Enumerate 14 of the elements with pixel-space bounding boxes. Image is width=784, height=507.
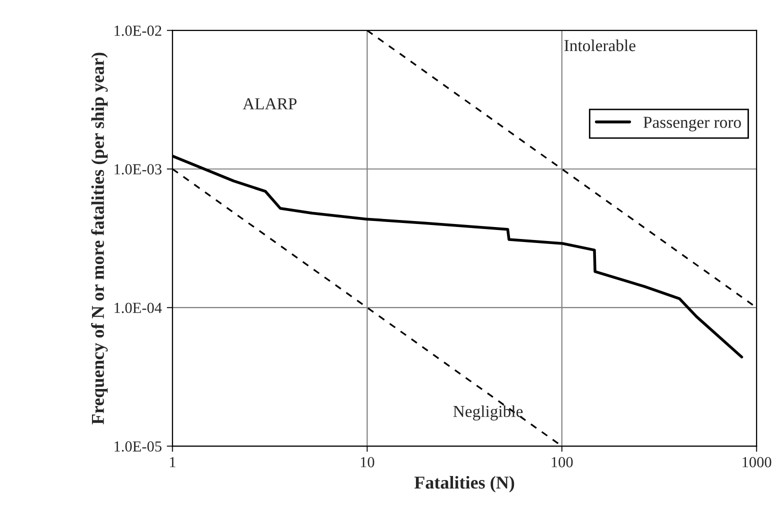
annotation: Negligible bbox=[453, 405, 523, 420]
x-tick-label: 1000 bbox=[742, 457, 772, 468]
y-axis-title: Frequency of N or more fatalities (per ship year) bbox=[91, 52, 108, 424]
annotation: ALARP bbox=[242, 98, 297, 110]
x-tick-label: 1 bbox=[170, 457, 176, 468]
x-axis-title: Fatalities (N) bbox=[414, 476, 514, 492]
legend-label: Passenger roro bbox=[643, 116, 741, 132]
y-tick-label: 1.0E-03 bbox=[114, 164, 162, 175]
y-tick-label: 1.0E-02 bbox=[114, 26, 162, 36]
y-tick-label: 1.0E-05 bbox=[114, 441, 162, 452]
x-tick-label: 10 bbox=[360, 457, 374, 468]
y-tick-label: 1.0E-04 bbox=[114, 302, 162, 314]
x-tick-label: 100 bbox=[552, 457, 573, 468]
annotation: Intolerable bbox=[564, 39, 636, 52]
